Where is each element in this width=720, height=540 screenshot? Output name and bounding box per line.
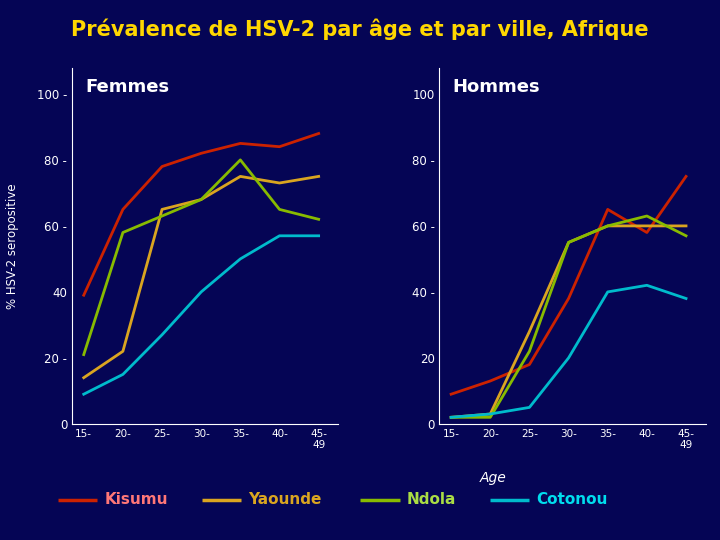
Text: Yaounde: Yaounde xyxy=(248,492,322,507)
Text: Hommes: Hommes xyxy=(453,78,540,96)
Text: Age: Age xyxy=(480,471,507,485)
Text: Kisumu: Kisumu xyxy=(104,492,168,507)
Text: Cotonou: Cotonou xyxy=(536,492,608,507)
Text: Ndola: Ndola xyxy=(407,492,456,507)
Text: Prévalence de HSV-2 par âge et par ville, Afrique: Prévalence de HSV-2 par âge et par ville… xyxy=(71,19,649,40)
Text: Femmes: Femmes xyxy=(85,78,169,96)
Text: % HSV-2 seropositive: % HSV-2 seropositive xyxy=(6,183,19,308)
